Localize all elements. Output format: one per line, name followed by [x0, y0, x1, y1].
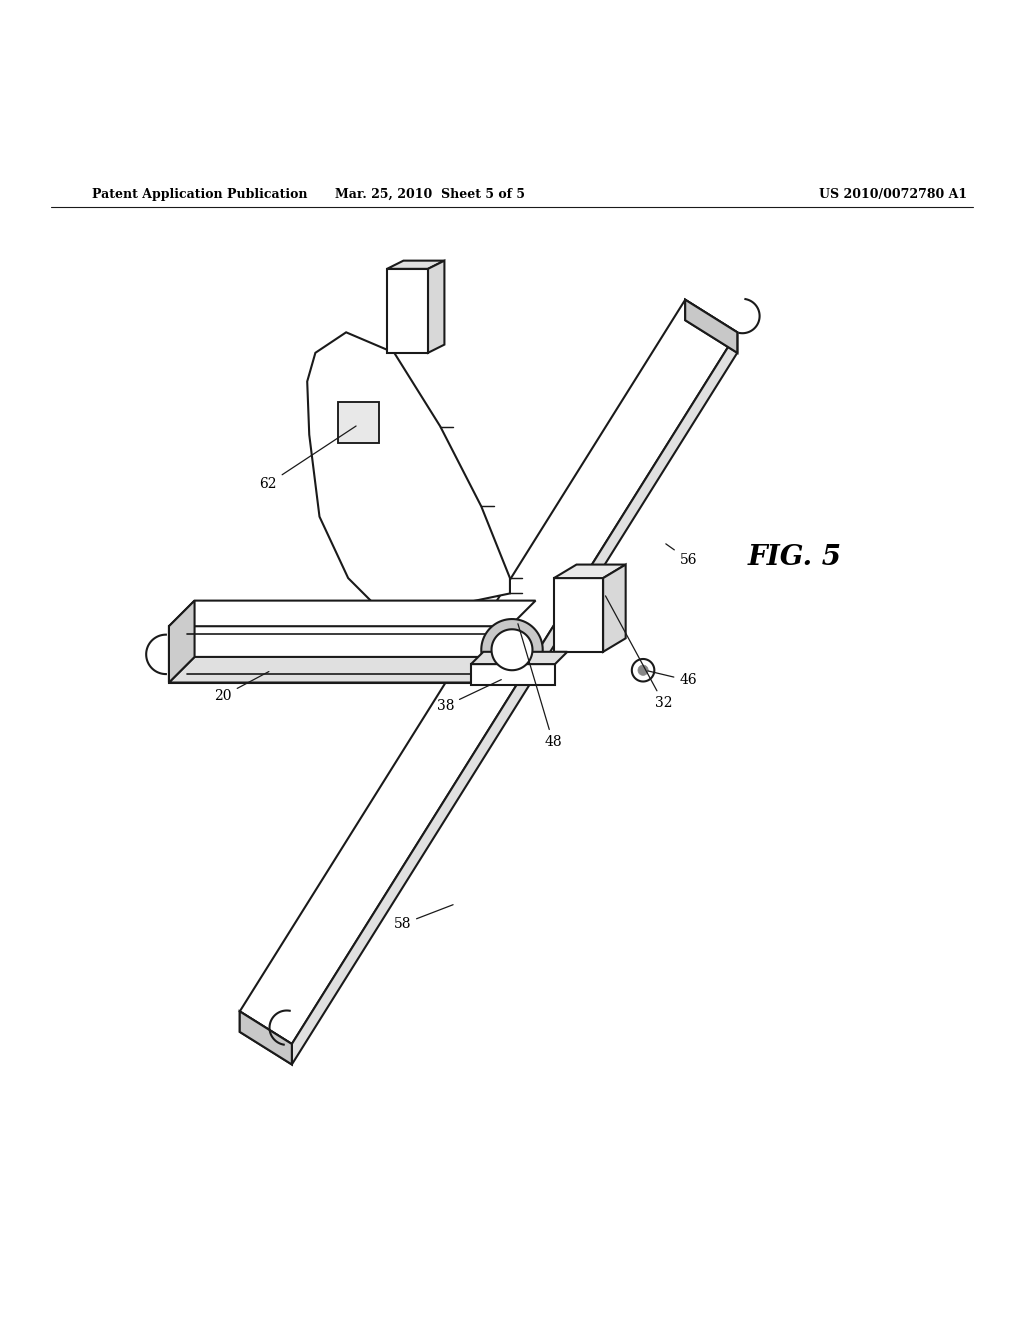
Polygon shape: [471, 652, 567, 664]
Polygon shape: [240, 1011, 292, 1064]
Polygon shape: [554, 565, 626, 578]
Text: 46: 46: [648, 671, 697, 688]
Polygon shape: [240, 300, 737, 1044]
Polygon shape: [387, 260, 444, 269]
Polygon shape: [428, 260, 444, 352]
Text: US 2010/0072780 A1: US 2010/0072780 A1: [819, 187, 968, 201]
Polygon shape: [292, 333, 737, 1064]
Polygon shape: [146, 635, 166, 675]
Text: 58: 58: [393, 904, 453, 931]
Polygon shape: [492, 630, 532, 671]
Text: 32: 32: [605, 595, 673, 710]
Polygon shape: [169, 601, 536, 626]
Text: 56: 56: [666, 544, 697, 566]
Polygon shape: [240, 1011, 292, 1064]
Polygon shape: [387, 269, 428, 352]
Polygon shape: [169, 626, 510, 682]
Polygon shape: [554, 578, 603, 652]
Text: 48: 48: [518, 624, 562, 748]
Polygon shape: [685, 300, 737, 352]
Text: 20: 20: [214, 672, 269, 702]
Polygon shape: [632, 659, 654, 681]
Text: 38: 38: [436, 680, 502, 713]
Polygon shape: [638, 665, 648, 676]
Polygon shape: [338, 403, 379, 444]
Text: Mar. 25, 2010  Sheet 5 of 5: Mar. 25, 2010 Sheet 5 of 5: [335, 187, 525, 201]
Text: FIG. 5: FIG. 5: [748, 544, 842, 572]
Text: 62: 62: [259, 426, 356, 491]
Text: Patent Application Publication: Patent Application Publication: [92, 187, 307, 201]
Polygon shape: [481, 619, 543, 681]
Polygon shape: [603, 565, 626, 652]
Polygon shape: [169, 601, 195, 682]
Polygon shape: [307, 333, 510, 619]
Polygon shape: [169, 657, 536, 682]
Polygon shape: [471, 664, 555, 685]
Polygon shape: [685, 300, 737, 352]
